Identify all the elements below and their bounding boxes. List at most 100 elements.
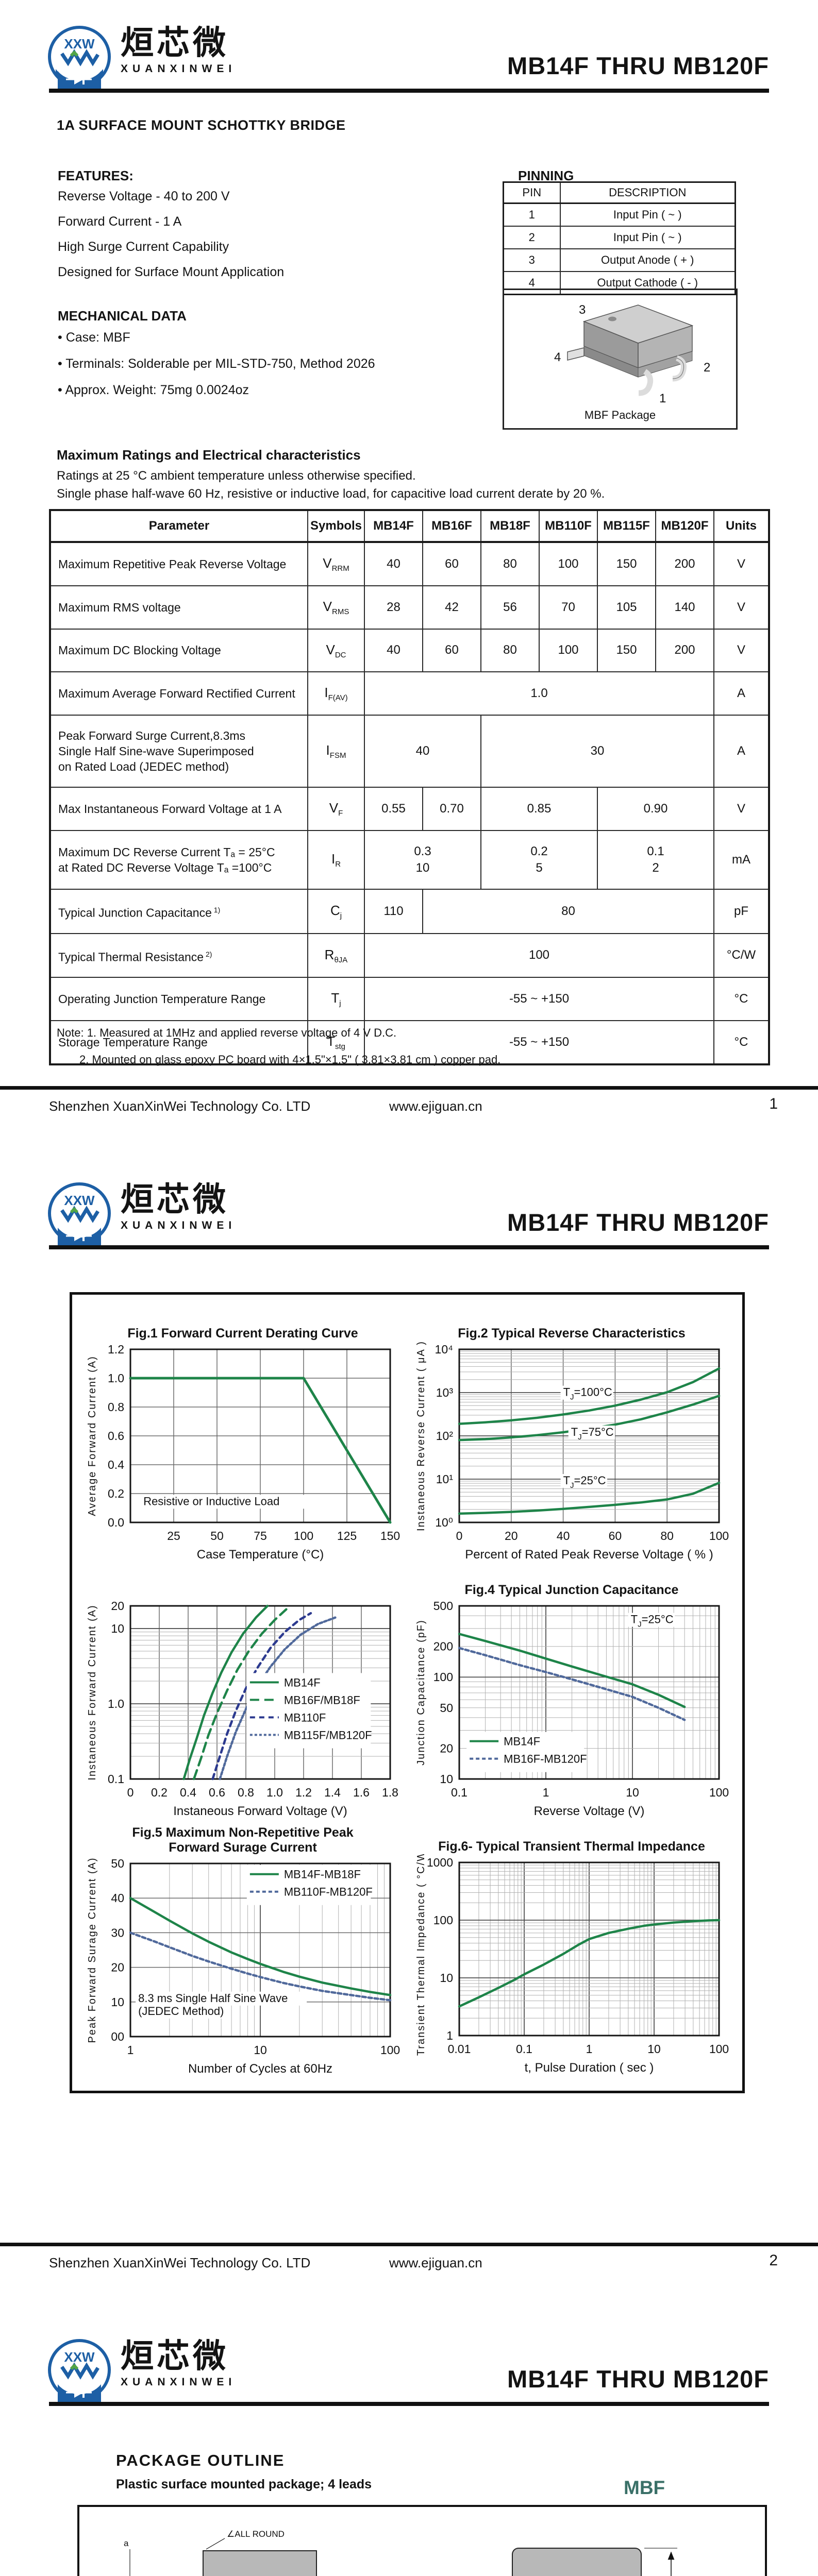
logo-latin-name: XUANXINWEI [121,63,237,75]
value-cell: 56 [480,585,540,630]
svg-text:TJ=25°C: TJ=25°C [563,1474,606,1490]
value-cell: 140 [655,585,714,630]
header-rule [49,2402,769,2406]
value-cell: 1.0 [364,671,714,716]
table-cell: 2 [503,226,561,249]
symbol-cell: IR [307,829,365,890]
column-header: DESCRIPTION [559,181,736,204]
pinning-table-body: 1 Input Pin ( ~ ) 2 Input Pin ( ~ ) 3 Output … [503,202,736,295]
table-row: Typical Junction Capacitance 1) Cj 110 80 pF [49,888,770,934]
value-cell: -55 ~ +150 [364,977,714,1022]
product-title: 1A SURFACE MOUNT SCHOTTKY BRIDGE [57,117,346,133]
svg-text:25: 25 [167,1529,180,1543]
value-cell: 60 [422,541,481,586]
svg-text:MB14F: MB14F [504,1735,540,1748]
value-cell: 150 [597,628,656,673]
value-cell: 80 [480,628,540,673]
value-cell: 0.70 [422,787,481,831]
svg-text:125: 125 [337,1529,357,1543]
symbol-cell: VF [307,787,365,831]
y-axis-label: Instaneous Reverse Current ( μA ) [415,1341,427,1531]
svg-text:Resistive or Inductive Load: Resistive or Inductive Load [143,1495,279,1507]
value-cell: 40 [364,541,423,586]
svg-text:0.6: 0.6 [209,1786,225,1799]
column-header: MB115F [597,510,656,543]
company-logo: XXW 烜芯微 XUANXINWEI [47,1180,236,1248]
value-cell: -55 ~ +150 [364,1020,714,1065]
svg-text:500: 500 [433,1599,453,1613]
svg-text:40: 40 [111,1891,124,1905]
svg-text:10: 10 [440,1971,453,1985]
unit-cell: °C [713,1020,770,1065]
svg-text:1: 1 [127,2043,134,2057]
svg-text:10: 10 [111,1995,124,2009]
svg-text:(JEDEC Method): (JEDEC Method) [138,2005,224,2018]
svg-text:10: 10 [111,1622,124,1635]
value-cell: 28 [364,585,423,630]
parameter-cell: Maximum Repetitive Peak Reverse Voltage [49,541,308,586]
doc-title: MB14F THRU MB120F [507,2365,769,2393]
pkg-pin-label-1: 1 [659,392,666,404]
table-row: PIN DESCRIPTION [503,181,736,204]
svg-text:50: 50 [440,1701,453,1715]
figure-title: Fig.1 Forward Current Derating Curve [127,1326,358,1341]
svg-text:1: 1 [543,1786,549,1799]
package-image-box: 3 4 2 1 MBF Package [503,289,738,430]
unit-cell: V [713,787,770,831]
page-number: 2 [769,2252,778,2269]
svg-text:1: 1 [586,2042,593,2056]
figure-cell-fig4: Fig.4 Typical Junction Capacitance 0.1 1 10… [407,1569,736,1822]
figures-box: Fig.1 Forward Current Derating Curve 25 50… [70,1292,745,2093]
note-line: Note: 1. Measured at 1MHz and applied re… [57,1026,397,1039]
mbf-package-3d: 3 4 2 1 [554,303,710,404]
value-cell: 42 [422,585,481,630]
table-row: Maximum DC Reverse Current Tₐ = 25°C at R… [49,829,770,890]
table-row: 4 Output Cathode ( - ) [503,271,736,295]
svg-text:MB16F-MB120F: MB16F-MB120F [504,1753,587,1766]
svg-text:0.1: 0.1 [451,1786,468,1799]
y-axis-label: Junction Capacitance (pF) [415,1619,427,1765]
y-axis-label: Peak Forward Surage Current (A) [87,1857,98,2043]
table-row: Typical Thermal Resistance 2) RθJA 100 °C/W [49,933,770,978]
svg-text:100: 100 [380,2043,400,2057]
svg-text:1.2: 1.2 [295,1786,312,1799]
symbol-cell: VRRM [307,541,365,586]
unit-cell: A [713,715,770,788]
value-cell: 30 [480,715,714,788]
dim-label-allround: ∠ALL ROUND [227,2529,285,2539]
logo-chinese-name: 烜芯微 [121,1181,229,1218]
outline-drawing-box: a ∠ALL ROUND C L L1 HE [77,2505,767,2576]
value-cell: 80 [480,541,540,586]
header-rule [49,1245,769,1249]
svg-text:0.2: 0.2 [151,1786,168,1799]
table-cell: 4 [503,271,561,295]
table-row: Storage Temperature Range Tstg -55 ~ +150 °… [49,1020,770,1065]
footer-rule [0,2243,818,2246]
symbol-cell: Cj [307,888,365,934]
doc-title: MB14F THRU MB120F [507,52,769,79]
x-axis-label: Number of Cycles at 60Hz [188,2062,332,2076]
value-cell: 105 [597,585,656,630]
unit-cell: V [713,541,770,586]
unit-cell: °C [713,977,770,1022]
pinning-heading: PINNING [518,168,574,183]
svg-text:200: 200 [433,1640,453,1653]
svg-text:10⁰: 10⁰ [435,1516,453,1529]
svg-text:10: 10 [647,2042,661,2056]
column-header: MB16F [422,510,481,543]
unit-cell: A [713,671,770,716]
parameter-cell: Maximum Average Forward Rectified Curren… [49,671,308,716]
svg-text:50: 50 [111,1857,124,1870]
svg-text:8.3 ms Single Half Sine Wave: 8.3 ms Single Half Sine Wave [138,1992,288,2005]
ratings-table-wrap: Parameter Symbols MB14F MB16F MB18F MB110F MB1… [49,509,770,1065]
pinning-table: PIN DESCRIPTION 1 Input Pin ( ~ ) 2 Input Pi… [503,181,736,295]
svg-text:10: 10 [626,1786,639,1799]
parameter-cell: Typical Junction Capacitance 1) [49,888,308,934]
svg-text:20: 20 [440,1741,453,1755]
table-row: Maximum RMS voltage VRMS 28 42 56 70 105 140 V [49,585,770,630]
svg-text:100: 100 [709,1786,729,1799]
mechanical-data-item: • Case: MBF [58,330,130,345]
footer-rule [0,1086,818,1090]
page-2: XXW 烜芯微 XUANXINWEI MB14F THRU MB120F Fig… [0,1157,818,2313]
column-header: Symbols [307,510,365,543]
